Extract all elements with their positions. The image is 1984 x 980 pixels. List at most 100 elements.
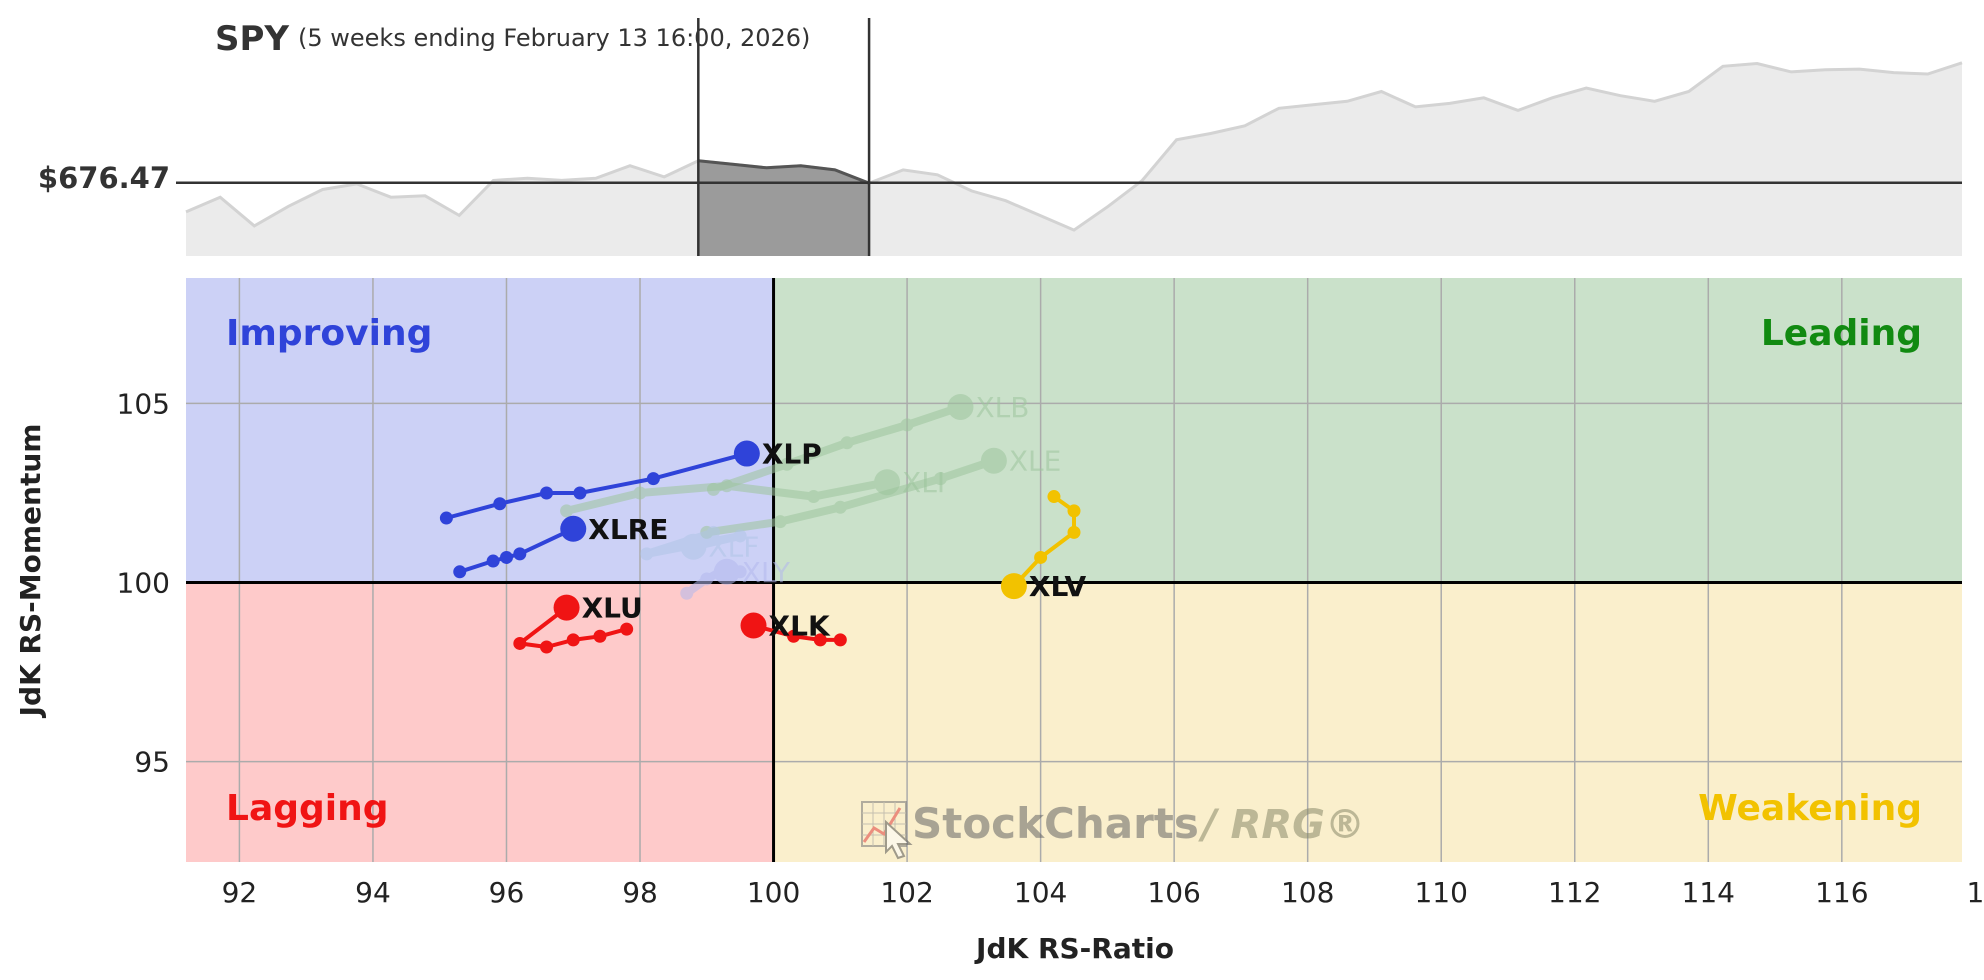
series-tail-point <box>620 622 634 636</box>
series-tail-point <box>833 500 847 514</box>
series-head-point[interactable] <box>980 447 1007 474</box>
series-xlv[interactable]: XLV <box>1000 490 1087 603</box>
watermark-brand: StockCharts <box>912 799 1199 848</box>
series-tail-point <box>640 547 654 561</box>
symbol-title: SPY <box>215 19 289 59</box>
series-head-point[interactable] <box>733 440 760 467</box>
series-tail-point <box>706 525 720 539</box>
series-label: XLV <box>1029 570 1087 603</box>
series-tail-point <box>780 457 794 471</box>
series-head-point[interactable] <box>740 612 767 639</box>
x-tick-label: 100 <box>747 876 800 909</box>
series-tail-point <box>787 629 801 643</box>
x-tick-label: 106 <box>1147 876 1200 909</box>
series-tail-point <box>560 504 574 518</box>
series-label: XLRE <box>588 513 668 546</box>
series-label: XLI <box>902 466 945 499</box>
series-head-point[interactable] <box>553 594 580 621</box>
series-label: XLK <box>769 610 831 643</box>
series-tail-point <box>813 633 827 647</box>
series-tail-point <box>900 418 914 432</box>
x-tick-label: 92 <box>222 876 258 909</box>
series-label: XLB <box>975 391 1029 424</box>
price-label: $676.47 <box>38 161 170 195</box>
series-tail-point <box>680 586 694 600</box>
series-xlre[interactable]: XLRE <box>453 513 668 579</box>
series-xlf[interactable]: XLF <box>640 525 759 564</box>
series-tail-point <box>513 547 527 561</box>
x-axis-title: JdK RS-Ratio <box>974 932 1174 965</box>
y-tick-label: 100 <box>117 567 170 600</box>
quadrant-lagging-label: Lagging <box>226 788 389 829</box>
series-tail-point <box>833 633 847 647</box>
series-tail-point <box>700 572 714 586</box>
quadrant-weakening-label: Weakening <box>1698 788 1922 829</box>
price-line <box>185 61 1963 232</box>
series-head-point[interactable] <box>1000 573 1027 600</box>
series-xle[interactable]: XLE <box>700 445 1061 539</box>
x-tick-label: 96 <box>489 876 525 909</box>
x-tick-label: 102 <box>880 876 933 909</box>
x-tick-label: 108 <box>1281 876 1334 909</box>
series-xlk[interactable]: XLK <box>740 610 847 647</box>
stockcharts-watermark: StockCharts / RRG® <box>861 799 1365 860</box>
series-xly[interactable]: XLY <box>680 556 791 600</box>
series-tail-point <box>513 636 527 650</box>
stockcharts-logo-icon <box>861 801 913 860</box>
series-head-point[interactable] <box>680 533 707 560</box>
series-label: XLE <box>1009 445 1061 478</box>
series-label: XLP <box>762 438 822 471</box>
series-tail-point <box>840 436 854 450</box>
series-tail-point <box>773 515 787 529</box>
x-tick-label: 1 <box>1966 876 1984 909</box>
series-tail-point <box>1034 550 1048 564</box>
series-tail-point <box>1067 504 1081 518</box>
series-tail-point <box>566 633 580 647</box>
series-xlu[interactable]: XLU <box>513 592 643 654</box>
series-tail-point <box>807 490 821 504</box>
series-xli[interactable]: XLI <box>560 466 945 518</box>
x-tick-label: 98 <box>622 876 658 909</box>
series-tail-point <box>720 479 734 493</box>
x-tick-label: 104 <box>1014 876 1067 909</box>
series-label: XLF <box>708 531 759 564</box>
series-tail-line <box>444 451 749 520</box>
quadrant-leading-bg <box>773 278 1963 583</box>
x-tick-label: 116 <box>1815 876 1868 909</box>
series-tail-point <box>499 550 513 564</box>
quadrant-lagging-bg <box>186 582 774 862</box>
series-head-point[interactable] <box>560 515 587 542</box>
price-highlight-line <box>698 159 870 185</box>
series-xlp[interactable]: XLP <box>439 438 822 525</box>
x-tick-labels: 92 94 96 98 100 102 104 106 108 110 112 114 116 1 <box>222 876 1984 909</box>
x-tick-label: 110 <box>1414 876 1467 909</box>
series-head-point[interactable] <box>874 469 901 496</box>
series-tail-point <box>633 486 647 500</box>
series-tail-point <box>573 486 587 500</box>
watermark-suffix: / RRG® <box>1198 802 1365 848</box>
series-tail-point <box>540 640 554 654</box>
quadrant-improving-label: Improving <box>226 313 432 354</box>
series-label: XLY <box>742 556 791 589</box>
series-tail-point <box>933 472 947 486</box>
x-tick-label: 114 <box>1682 876 1735 909</box>
series-tail-point <box>646 472 660 486</box>
series-tail-line <box>751 623 843 642</box>
price-area <box>186 62 1962 256</box>
series-xlb[interactable]: XLB <box>706 391 1030 496</box>
series-head-point[interactable] <box>947 393 974 420</box>
series-head-point[interactable] <box>713 558 740 585</box>
series-tail-point <box>1067 525 1081 539</box>
price-highlight-window[interactable] <box>698 160 870 256</box>
series-tail-point <box>439 511 453 525</box>
x-tick-label: 94 <box>355 876 391 909</box>
series-tail-point <box>593 629 607 643</box>
y-tick-label: 95 <box>134 746 170 779</box>
series-tail-point <box>1047 490 1061 504</box>
price-panel: SPY (5 weeks ending February 13 16:00, 2… <box>38 18 1963 256</box>
y-tick-labels: 95 100 105 <box>117 387 170 778</box>
series-tail-point <box>493 497 507 511</box>
